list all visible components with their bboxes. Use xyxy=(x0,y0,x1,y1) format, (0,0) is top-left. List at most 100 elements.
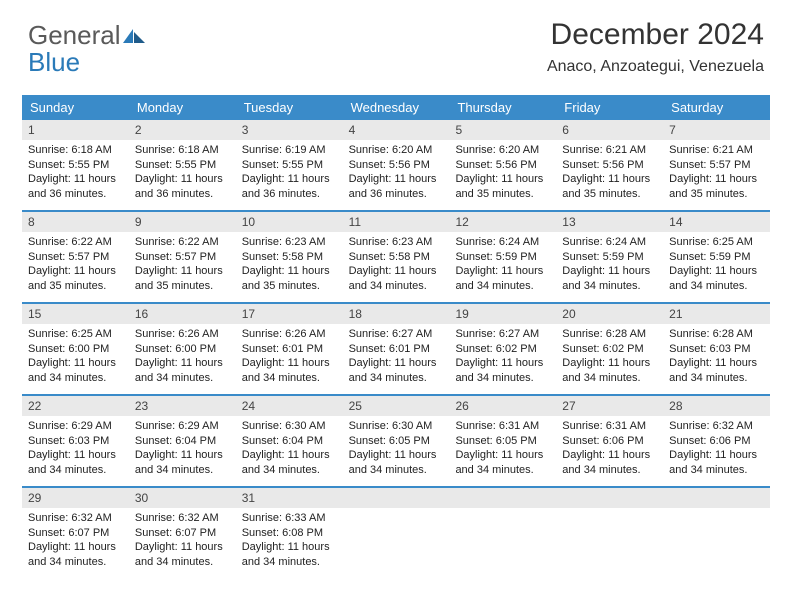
day-number: 22 xyxy=(22,396,129,416)
sunrise-text: Sunrise: 6:28 AM xyxy=(669,327,764,342)
calendar-cell: 16Sunrise: 6:26 AMSunset: 6:00 PMDayligh… xyxy=(129,304,236,394)
day-number: 14 xyxy=(663,212,770,232)
calendar-cell: 22Sunrise: 6:29 AMSunset: 6:03 PMDayligh… xyxy=(22,396,129,486)
daylight-text: Daylight: 11 hours and 36 minutes. xyxy=(135,172,230,202)
sunset-text: Sunset: 6:06 PM xyxy=(669,434,764,449)
cell-body: Sunrise: 6:32 AMSunset: 6:06 PMDaylight:… xyxy=(663,416,770,484)
cell-body: Sunrise: 6:24 AMSunset: 5:59 PMDaylight:… xyxy=(449,232,556,300)
cell-body: Sunrise: 6:25 AMSunset: 5:59 PMDaylight:… xyxy=(663,232,770,300)
sunset-text: Sunset: 6:01 PM xyxy=(349,342,444,357)
sunset-text: Sunset: 5:55 PM xyxy=(135,158,230,173)
sunrise-text: Sunrise: 6:18 AM xyxy=(135,143,230,158)
dayhead-monday: Monday xyxy=(129,95,236,120)
daylight-text: Daylight: 11 hours and 34 minutes. xyxy=(135,540,230,570)
sunrise-text: Sunrise: 6:33 AM xyxy=(242,511,337,526)
daylight-text: Daylight: 11 hours and 34 minutes. xyxy=(669,448,764,478)
day-number xyxy=(663,488,770,508)
calendar-cell: 4Sunrise: 6:20 AMSunset: 5:56 PMDaylight… xyxy=(343,120,450,210)
cell-body: Sunrise: 6:20 AMSunset: 5:56 PMDaylight:… xyxy=(343,140,450,208)
daylight-text: Daylight: 11 hours and 34 minutes. xyxy=(28,540,123,570)
sunrise-text: Sunrise: 6:30 AM xyxy=(242,419,337,434)
daylight-text: Daylight: 11 hours and 36 minutes. xyxy=(28,172,123,202)
calendar-cell: 15Sunrise: 6:25 AMSunset: 6:00 PMDayligh… xyxy=(22,304,129,394)
cell-body: Sunrise: 6:24 AMSunset: 5:59 PMDaylight:… xyxy=(556,232,663,300)
calendar-cell xyxy=(663,488,770,578)
day-number: 5 xyxy=(449,120,556,140)
day-number: 21 xyxy=(663,304,770,324)
sunrise-text: Sunrise: 6:27 AM xyxy=(455,327,550,342)
day-number: 27 xyxy=(556,396,663,416)
calendar-cell: 6Sunrise: 6:21 AMSunset: 5:56 PMDaylight… xyxy=(556,120,663,210)
header: GeneralBlue December 2024 Anaco, Anzoate… xyxy=(0,0,792,85)
dayhead-friday: Friday xyxy=(556,95,663,120)
sunrise-text: Sunrise: 6:32 AM xyxy=(135,511,230,526)
daylight-text: Daylight: 11 hours and 34 minutes. xyxy=(135,448,230,478)
cell-body: Sunrise: 6:20 AMSunset: 5:56 PMDaylight:… xyxy=(449,140,556,208)
sunrise-text: Sunrise: 6:29 AM xyxy=(28,419,123,434)
calendar-cell: 21Sunrise: 6:28 AMSunset: 6:03 PMDayligh… xyxy=(663,304,770,394)
day-number xyxy=(556,488,663,508)
daylight-text: Daylight: 11 hours and 34 minutes. xyxy=(349,448,444,478)
calendar-cell: 9Sunrise: 6:22 AMSunset: 5:57 PMDaylight… xyxy=(129,212,236,302)
sunset-text: Sunset: 5:58 PM xyxy=(242,250,337,265)
sunrise-text: Sunrise: 6:21 AM xyxy=(562,143,657,158)
daylight-text: Daylight: 11 hours and 36 minutes. xyxy=(349,172,444,202)
dayhead-wednesday: Wednesday xyxy=(343,95,450,120)
daylight-text: Daylight: 11 hours and 34 minutes. xyxy=(669,356,764,386)
calendar: SundayMondayTuesdayWednesdayThursdayFrid… xyxy=(22,95,770,578)
calendar-cell: 28Sunrise: 6:32 AMSunset: 6:06 PMDayligh… xyxy=(663,396,770,486)
cell-body: Sunrise: 6:18 AMSunset: 5:55 PMDaylight:… xyxy=(22,140,129,208)
day-number: 15 xyxy=(22,304,129,324)
cell-body: Sunrise: 6:32 AMSunset: 6:07 PMDaylight:… xyxy=(22,508,129,576)
sunrise-text: Sunrise: 6:30 AM xyxy=(349,419,444,434)
dayhead-row: SundayMondayTuesdayWednesdayThursdayFrid… xyxy=(22,95,770,120)
sunset-text: Sunset: 5:57 PM xyxy=(28,250,123,265)
sunset-text: Sunset: 6:00 PM xyxy=(135,342,230,357)
cell-body: Sunrise: 6:19 AMSunset: 5:55 PMDaylight:… xyxy=(236,140,343,208)
title-block: December 2024 Anaco, Anzoategui, Venezue… xyxy=(547,18,764,76)
calendar-cell: 23Sunrise: 6:29 AMSunset: 6:04 PMDayligh… xyxy=(129,396,236,486)
day-number: 6 xyxy=(556,120,663,140)
week-row: 15Sunrise: 6:25 AMSunset: 6:00 PMDayligh… xyxy=(22,304,770,396)
sunrise-text: Sunrise: 6:20 AM xyxy=(455,143,550,158)
week-row: 8Sunrise: 6:22 AMSunset: 5:57 PMDaylight… xyxy=(22,212,770,304)
sunrise-text: Sunrise: 6:22 AM xyxy=(28,235,123,250)
day-number: 11 xyxy=(343,212,450,232)
sunset-text: Sunset: 5:59 PM xyxy=(669,250,764,265)
day-number: 12 xyxy=(449,212,556,232)
day-number: 23 xyxy=(129,396,236,416)
day-number: 28 xyxy=(663,396,770,416)
sunset-text: Sunset: 6:08 PM xyxy=(242,526,337,541)
sunset-text: Sunset: 5:55 PM xyxy=(28,158,123,173)
day-number: 9 xyxy=(129,212,236,232)
daylight-text: Daylight: 11 hours and 35 minutes. xyxy=(135,264,230,294)
calendar-cell: 10Sunrise: 6:23 AMSunset: 5:58 PMDayligh… xyxy=(236,212,343,302)
daylight-text: Daylight: 11 hours and 34 minutes. xyxy=(28,448,123,478)
dayhead-saturday: Saturday xyxy=(663,95,770,120)
cell-body xyxy=(343,508,450,517)
sunrise-text: Sunrise: 6:27 AM xyxy=(349,327,444,342)
day-number: 25 xyxy=(343,396,450,416)
sunrise-text: Sunrise: 6:24 AM xyxy=(455,235,550,250)
calendar-cell: 11Sunrise: 6:23 AMSunset: 5:58 PMDayligh… xyxy=(343,212,450,302)
cell-body: Sunrise: 6:29 AMSunset: 6:03 PMDaylight:… xyxy=(22,416,129,484)
sunset-text: Sunset: 5:59 PM xyxy=(562,250,657,265)
calendar-cell: 20Sunrise: 6:28 AMSunset: 6:02 PMDayligh… xyxy=(556,304,663,394)
sunrise-text: Sunrise: 6:28 AM xyxy=(562,327,657,342)
sunset-text: Sunset: 5:56 PM xyxy=(349,158,444,173)
cell-body: Sunrise: 6:30 AMSunset: 6:05 PMDaylight:… xyxy=(343,416,450,484)
sail-icon xyxy=(123,22,147,49)
sunset-text: Sunset: 5:57 PM xyxy=(135,250,230,265)
cell-body: Sunrise: 6:23 AMSunset: 5:58 PMDaylight:… xyxy=(236,232,343,300)
daylight-text: Daylight: 11 hours and 34 minutes. xyxy=(28,356,123,386)
cell-body: Sunrise: 6:28 AMSunset: 6:03 PMDaylight:… xyxy=(663,324,770,392)
calendar-cell: 31Sunrise: 6:33 AMSunset: 6:08 PMDayligh… xyxy=(236,488,343,578)
cell-body: Sunrise: 6:26 AMSunset: 6:01 PMDaylight:… xyxy=(236,324,343,392)
daylight-text: Daylight: 11 hours and 35 minutes. xyxy=(242,264,337,294)
cell-body: Sunrise: 6:29 AMSunset: 6:04 PMDaylight:… xyxy=(129,416,236,484)
cell-body: Sunrise: 6:27 AMSunset: 6:01 PMDaylight:… xyxy=(343,324,450,392)
sunrise-text: Sunrise: 6:21 AM xyxy=(669,143,764,158)
sunset-text: Sunset: 5:59 PM xyxy=(455,250,550,265)
sunset-text: Sunset: 6:04 PM xyxy=(135,434,230,449)
day-number: 4 xyxy=(343,120,450,140)
